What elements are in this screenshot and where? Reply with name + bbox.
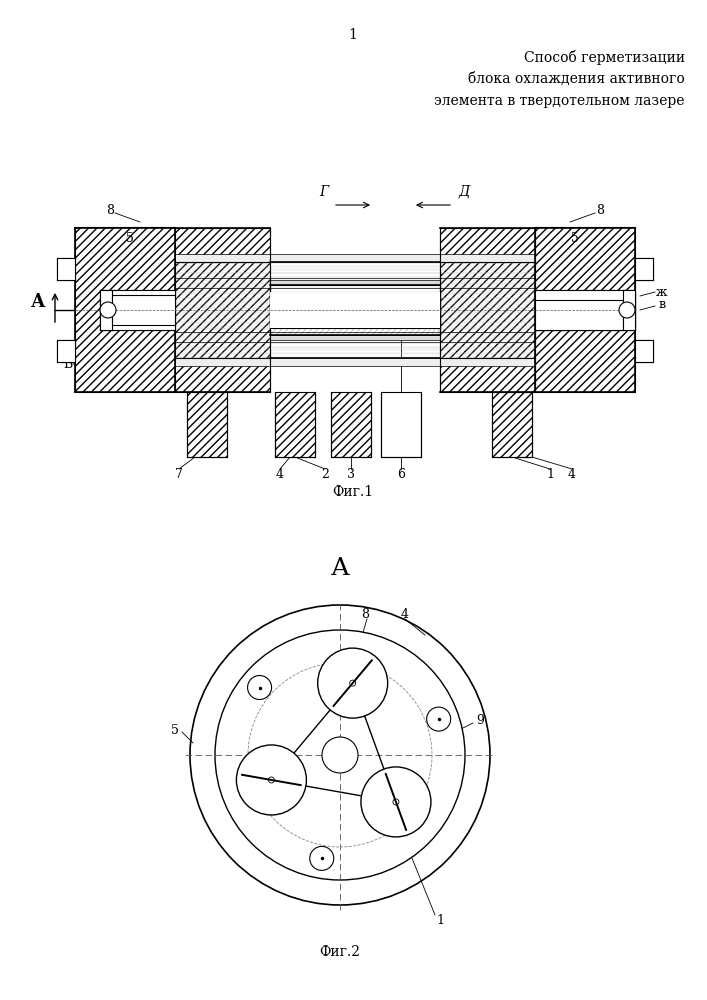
- Bar: [270, 285, 440, 335]
- Text: в: в: [658, 298, 665, 312]
- Text: 5: 5: [571, 232, 579, 244]
- Text: 3: 3: [347, 468, 355, 482]
- Circle shape: [361, 767, 431, 837]
- Bar: [270, 292, 440, 328]
- Bar: [440, 228, 535, 262]
- Bar: [57, 258, 75, 280]
- Text: 4: 4: [568, 468, 576, 482]
- Text: Фиг.1: Фиг.1: [332, 485, 373, 499]
- Circle shape: [317, 648, 387, 718]
- Text: А: А: [30, 293, 45, 311]
- Text: элемента в твердотельном лазере: элемента в твердотельном лазере: [435, 94, 685, 108]
- Text: 6: 6: [397, 468, 405, 482]
- Bar: [635, 340, 653, 362]
- Bar: [270, 335, 440, 340]
- Bar: [175, 358, 270, 392]
- Text: блока охлаждения активного: блока охлаждения активного: [468, 72, 685, 86]
- Circle shape: [426, 707, 450, 731]
- Text: ж: ж: [656, 286, 667, 298]
- Bar: [535, 227, 635, 392]
- Text: Фиг.2: Фиг.2: [320, 945, 361, 959]
- Text: Г: Г: [319, 185, 328, 199]
- Text: Способ герметизации: Способ герметизации: [524, 50, 685, 65]
- Circle shape: [247, 676, 271, 700]
- Text: А: А: [330, 557, 349, 580]
- Text: 7: 7: [175, 468, 183, 482]
- Bar: [175, 262, 270, 358]
- Bar: [100, 290, 175, 330]
- Text: Д: Д: [458, 185, 469, 199]
- Bar: [112, 295, 175, 325]
- Text: 1: 1: [546, 468, 554, 482]
- Bar: [270, 292, 440, 328]
- Text: 9: 9: [64, 346, 72, 359]
- Text: 2: 2: [321, 468, 329, 482]
- Bar: [331, 392, 371, 457]
- Bar: [492, 392, 532, 457]
- Circle shape: [310, 846, 334, 870]
- Text: 1: 1: [436, 914, 444, 926]
- Text: 9: 9: [476, 714, 484, 726]
- Circle shape: [100, 302, 116, 318]
- Bar: [100, 290, 112, 330]
- Text: 8: 8: [361, 608, 369, 621]
- Circle shape: [619, 302, 635, 318]
- Bar: [635, 258, 653, 280]
- Text: 4: 4: [276, 468, 284, 482]
- Bar: [175, 254, 535, 262]
- Bar: [275, 392, 315, 457]
- Bar: [440, 262, 535, 358]
- Circle shape: [269, 777, 274, 783]
- Bar: [623, 290, 635, 330]
- Bar: [270, 280, 440, 285]
- Bar: [535, 290, 635, 330]
- Text: 8: 8: [106, 204, 114, 217]
- Bar: [57, 340, 75, 362]
- Text: Б: Б: [64, 359, 73, 371]
- Circle shape: [248, 663, 432, 847]
- Text: 4: 4: [401, 608, 409, 621]
- Text: 5: 5: [126, 232, 134, 244]
- Bar: [440, 358, 535, 392]
- Circle shape: [322, 737, 358, 773]
- Bar: [270, 292, 440, 328]
- Text: Е: Е: [115, 298, 124, 312]
- Circle shape: [350, 680, 356, 686]
- Text: 5: 5: [171, 724, 179, 736]
- Bar: [175, 228, 270, 262]
- Circle shape: [393, 799, 399, 805]
- Text: 1: 1: [349, 28, 358, 42]
- Bar: [381, 392, 421, 457]
- Bar: [187, 392, 227, 457]
- Circle shape: [215, 630, 465, 880]
- Circle shape: [190, 605, 490, 905]
- Bar: [75, 227, 175, 392]
- Text: 8: 8: [596, 204, 604, 217]
- Bar: [175, 358, 535, 366]
- Bar: [535, 300, 623, 330]
- Circle shape: [236, 745, 306, 815]
